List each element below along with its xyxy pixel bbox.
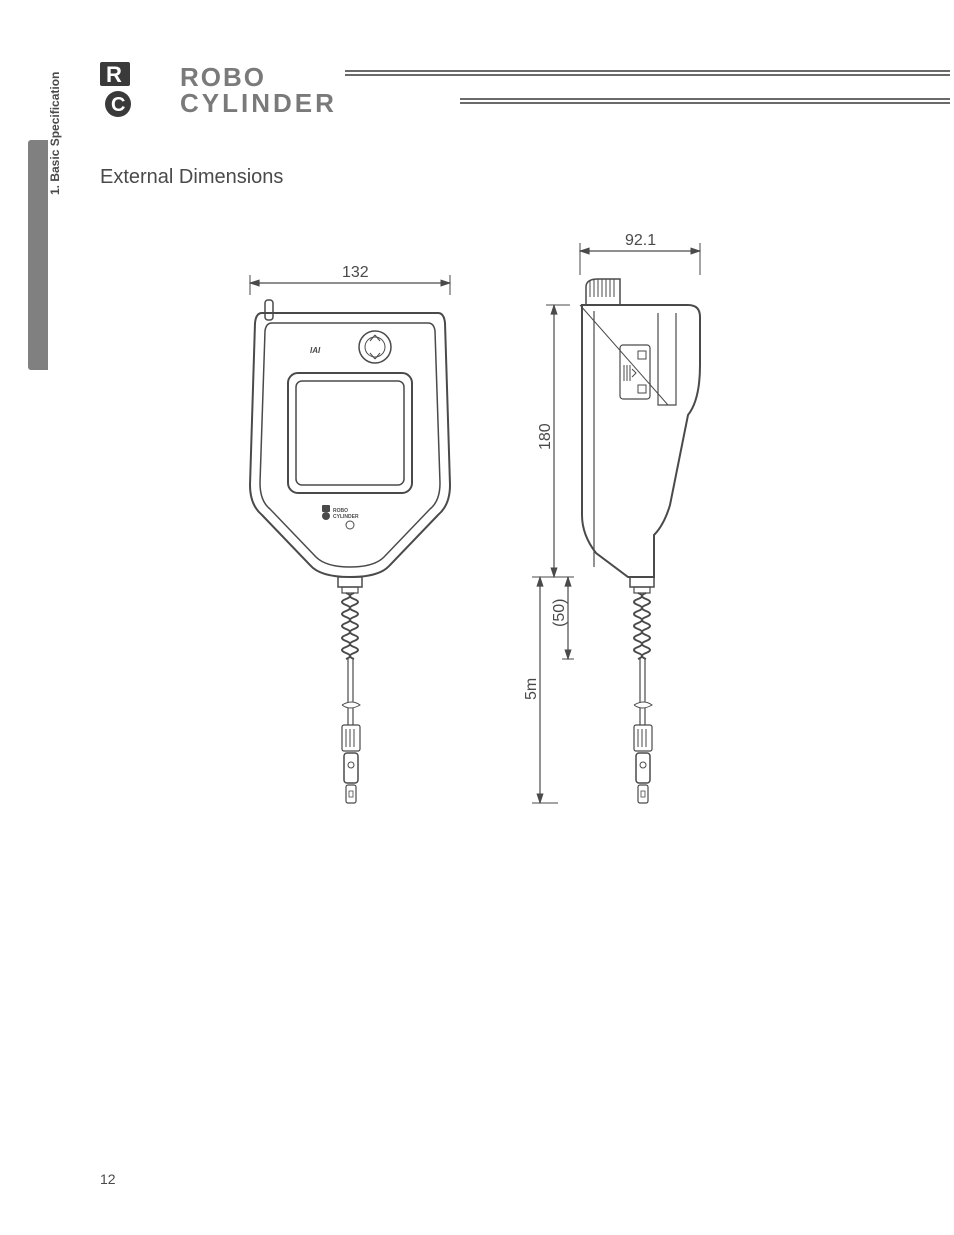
side-view: 92.1 180 (50) 5m — [523, 232, 700, 803]
page-number: 12 — [100, 1171, 116, 1187]
dimensions-diagram: 132 IAI ROBO CYLINDER — [100, 230, 860, 890]
rc-logo-icon: R C — [100, 60, 170, 118]
dim-side-width: 92.1 — [625, 232, 656, 249]
logo-line2: CYLINDER — [180, 90, 337, 116]
front-view: 132 IAI ROBO CYLINDER — [250, 264, 450, 803]
logo-line1: ROBO — [180, 64, 337, 90]
side-chapter-label: 1. Basic Specification — [48, 72, 62, 195]
device-brand: IAI — [310, 346, 321, 355]
svg-text:CYLINDER: CYLINDER — [333, 514, 359, 520]
side-tab — [28, 140, 48, 370]
svg-text:C: C — [111, 94, 125, 116]
header-rule-top — [345, 70, 950, 76]
dim-body-height: 180 — [537, 423, 554, 450]
svg-text:R: R — [106, 62, 122, 87]
logo-text: ROBO CYLINDER — [180, 64, 337, 116]
header-rule-bottom — [460, 98, 950, 104]
dim-cable-length: 5m — [523, 678, 540, 700]
dim-front-width: 132 — [342, 264, 369, 281]
section-title: External Dimensions — [100, 166, 283, 189]
logo-header: R C ROBO CYLINDER — [100, 60, 860, 130]
dim-strain-relief: (50) — [551, 599, 568, 627]
